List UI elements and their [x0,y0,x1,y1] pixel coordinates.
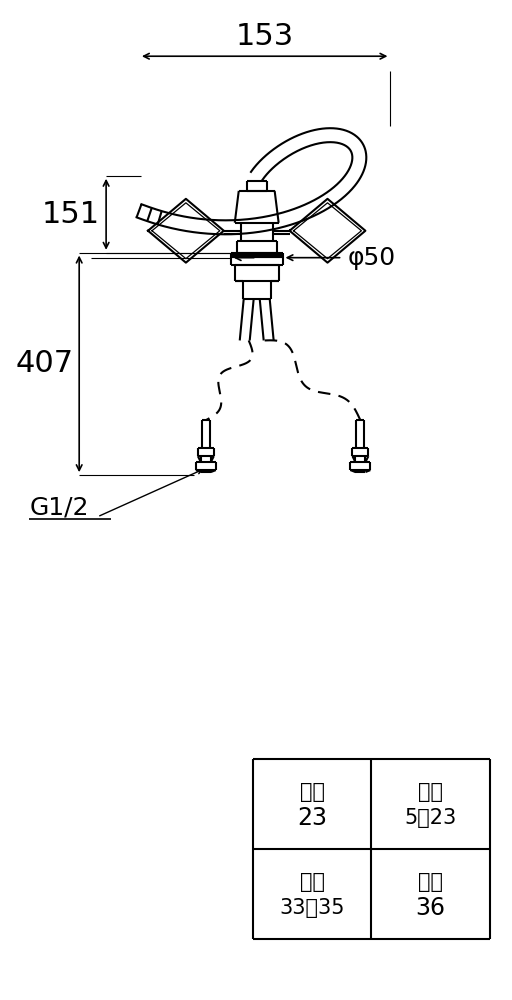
Text: 36: 36 [416,896,446,920]
Text: φ50: φ50 [348,246,396,270]
Text: 厚み: 厚み [418,782,443,802]
Text: 153: 153 [236,22,294,51]
Text: 407: 407 [15,349,73,378]
Text: G1/2: G1/2 [29,495,89,519]
Text: 23: 23 [297,806,327,830]
Polygon shape [137,128,366,234]
Text: 足径: 足径 [300,782,325,802]
Text: 151: 151 [42,200,100,229]
Text: 5～23: 5～23 [404,808,457,828]
Text: 六觓: 六觓 [418,872,443,892]
Text: 33～35: 33～35 [280,898,345,918]
Text: 穴径: 穴径 [300,872,325,892]
